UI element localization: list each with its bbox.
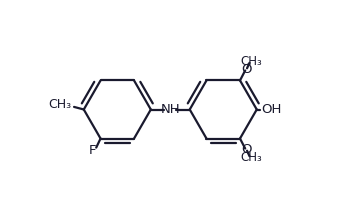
- Text: NH: NH: [161, 103, 180, 116]
- Text: OH: OH: [261, 103, 282, 116]
- Text: CH₃: CH₃: [241, 55, 262, 67]
- Text: CH₃: CH₃: [241, 152, 262, 164]
- Text: F: F: [89, 144, 97, 157]
- Text: O: O: [241, 63, 252, 76]
- Text: O: O: [241, 143, 252, 156]
- Text: CH₃: CH₃: [48, 99, 71, 111]
